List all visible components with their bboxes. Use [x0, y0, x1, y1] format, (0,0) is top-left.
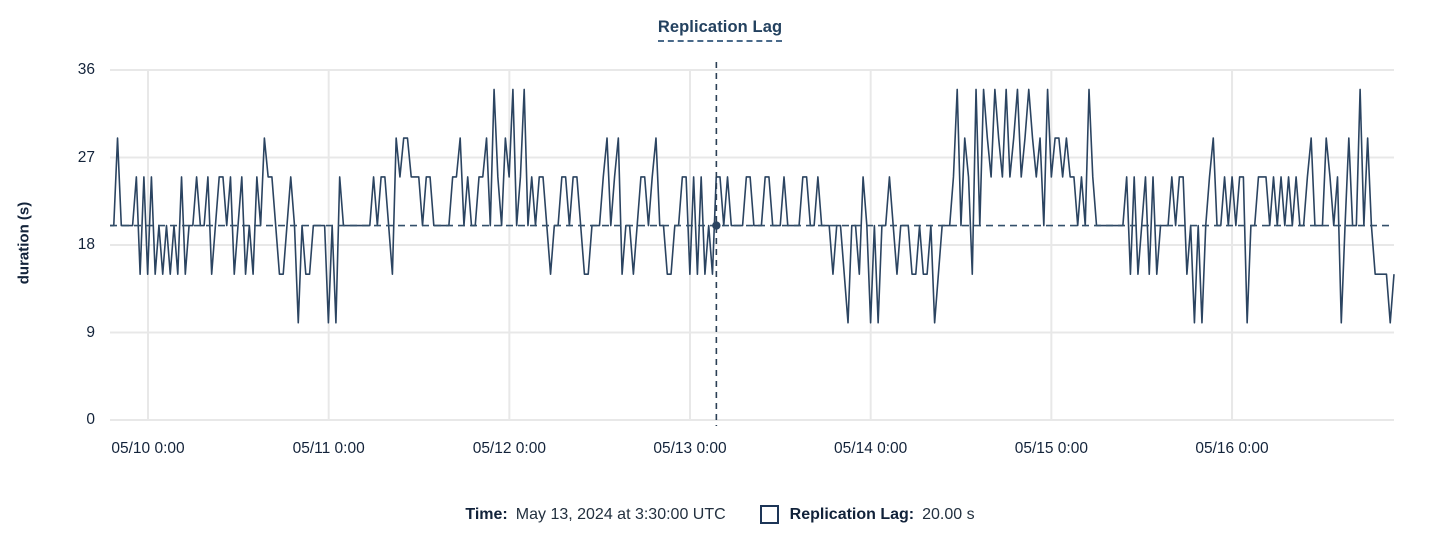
footer-series[interactable]: Replication Lag: 20.00 s — [759, 505, 975, 524]
x-axis-tick-label: 05/12 0:00 — [472, 440, 546, 457]
chart-footer: Time: May 13, 2024 at 3:30:00 UTC Replic… — [0, 505, 1440, 524]
chart-title-text: Replication Lag — [657, 18, 783, 42]
footer-series-value: 20.00 s — [922, 505, 975, 523]
footer-time-value: May 13, 2024 at 3:30:00 UTC — [515, 505, 726, 523]
footer-time-label: Time: — [465, 505, 508, 523]
footer-series-label: Replication Lag: — [789, 505, 915, 523]
gridlines — [110, 69, 1394, 421]
x-axis-tick-label: 05/14 0:00 — [834, 440, 908, 457]
y-axis-tick-label: 0 — [86, 411, 95, 428]
footer-time: Time: May 13, 2024 at 3:30:00 UTC — [465, 506, 725, 524]
series-line-replication-lag — [110, 88, 1395, 324]
y-axis-tick-label: 36 — [77, 61, 95, 78]
x-axis-tick-label: 05/16 0:00 — [1195, 440, 1269, 457]
legend-swatch-icon — [759, 505, 779, 524]
x-axis-tick-label: 05/10 0:00 — [111, 440, 185, 457]
cursor-point-marker — [712, 221, 721, 230]
y-axis-tick-label: 27 — [77, 148, 95, 166]
x-axis-tick-label: 05/13 0:00 — [653, 440, 727, 457]
x-axis-tick-label: 05/15 0:00 — [1014, 440, 1088, 457]
x-axis-tick-label: 05/11 0:00 — [292, 440, 365, 457]
y-axis-tick-label: 9 — [86, 323, 95, 341]
y-axis-tick-label: 18 — [77, 236, 95, 253]
chart-title: Replication Lag — [0, 18, 1440, 42]
